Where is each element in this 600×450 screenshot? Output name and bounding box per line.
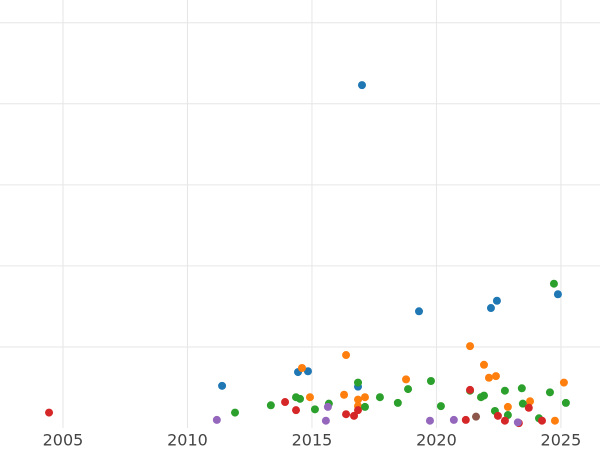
point: [449, 415, 458, 424]
point: [310, 405, 319, 414]
x-tick-label: 2020: [416, 431, 457, 450]
point: [281, 398, 290, 407]
point: [45, 408, 54, 417]
point: [350, 411, 359, 420]
point: [342, 351, 351, 360]
x-tick-label: 2010: [167, 431, 208, 450]
point: [292, 406, 301, 415]
point: [493, 411, 502, 420]
point: [218, 381, 227, 390]
point: [518, 399, 527, 408]
point: [559, 378, 568, 387]
point: [545, 388, 554, 397]
point: [537, 416, 546, 425]
point: [500, 416, 509, 425]
point: [360, 393, 369, 402]
point: [354, 378, 363, 387]
point: [360, 402, 369, 411]
point: [492, 296, 501, 305]
point: [466, 385, 475, 394]
x-tick-label: 2015: [292, 431, 333, 450]
point: [491, 372, 500, 381]
point: [486, 304, 495, 313]
point: [212, 415, 221, 424]
point: [479, 391, 488, 400]
point: [375, 393, 384, 402]
point: [500, 386, 509, 395]
point: [303, 367, 312, 376]
point: [517, 384, 526, 393]
point: [402, 375, 411, 384]
point: [354, 395, 363, 404]
x-tick-label: 2025: [541, 431, 582, 450]
point: [549, 279, 558, 288]
x-tick-label: 2005: [43, 431, 84, 450]
point: [513, 418, 522, 427]
point: [553, 290, 562, 299]
point: [323, 402, 332, 411]
point: [393, 398, 402, 407]
point: [550, 416, 559, 425]
point: [415, 307, 424, 316]
point: [466, 342, 475, 351]
point: [425, 416, 434, 425]
point: [503, 402, 512, 411]
point: [305, 393, 314, 402]
point: [472, 412, 481, 421]
point: [340, 390, 349, 399]
point: [524, 403, 533, 412]
point: [231, 408, 240, 417]
point: [461, 415, 470, 424]
point: [297, 364, 306, 373]
point: [526, 397, 535, 406]
point: [296, 394, 304, 403]
point: [321, 416, 330, 425]
point: [484, 373, 493, 382]
point: [342, 410, 351, 419]
point: [404, 385, 413, 394]
point: [561, 398, 570, 407]
point: [479, 360, 488, 369]
point: [436, 402, 445, 411]
point: [354, 406, 363, 415]
point: [426, 376, 435, 385]
point: [357, 81, 366, 90]
point: [266, 401, 275, 410]
